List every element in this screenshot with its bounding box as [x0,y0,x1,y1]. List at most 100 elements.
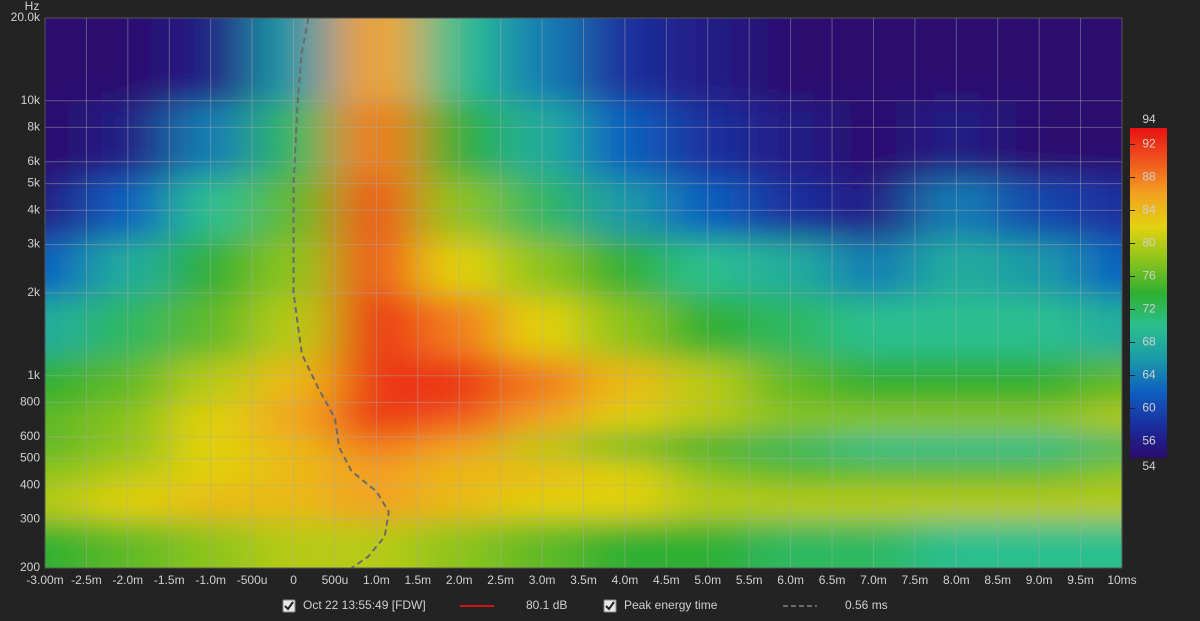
heatmap-cell [334,18,418,102]
heatmap-cell [997,357,1081,404]
heatmap-cell [169,521,253,568]
legend-label: Peak energy time [624,598,718,612]
colorbar [1130,128,1167,458]
colorbar-tick-label: 68 [1142,335,1156,349]
x-tick-label: -500u [237,573,268,587]
heatmap-cell [417,459,501,487]
legend-label: Oct 22 13:55:49 [FDW] [303,598,426,612]
heatmap-cell [583,486,667,522]
heatmap-cell [86,459,170,487]
heatmap-cell [252,521,335,568]
heatmap-cell [832,238,915,297]
colorbar-tick-label: 80 [1142,236,1156,250]
heatmap-cell [583,357,667,404]
colorbar-tick-label: 84 [1142,203,1156,217]
heatmap-cell [666,176,750,239]
legend-value: 0.56 ms [845,598,888,612]
heatmap-cell [86,176,170,239]
heatmap-cell [1080,238,1122,297]
heatmap-cell [832,18,915,102]
heatmap-cell [252,357,335,404]
heatmap-cell [334,486,418,522]
heatmap-cell [169,296,253,358]
heatmap-cell [86,521,170,568]
y-tick-label: 4k [27,202,41,216]
heatmap-cell [500,403,584,433]
heatmap-cell [1080,486,1122,522]
heatmap-cell [749,521,833,568]
y-tick-label: 20.0k [11,10,41,24]
heatmap-cell [832,101,915,177]
heatmap-cell [666,403,750,433]
heatmap-cell [417,521,501,568]
heatmap-cell [997,238,1081,297]
heatmap-cell [1080,357,1122,404]
heatmap-cell [500,238,584,297]
x-tick-label: -1.0m [195,573,226,587]
heatmap-cell [997,486,1081,522]
heatmap-cell [500,176,584,239]
x-tick-label: 4.5m [653,573,680,587]
heatmap-cell [1080,432,1122,460]
y-tick-label: 500 [20,451,40,465]
colorbar-tick-label: 76 [1142,269,1156,283]
colorbar-tick-label: 88 [1142,170,1156,184]
heatmap-cell [997,521,1081,568]
heatmap-cell [997,18,1081,102]
colorbar-tick-label: 54 [1142,459,1156,473]
x-tick-label: 0 [290,573,297,587]
heatmap-cell [45,238,87,297]
heatmap-cell [1080,18,1122,102]
y-tick-label: 8k [27,120,41,134]
heatmap-cell [832,296,915,358]
heatmap-cell [583,176,667,239]
colorbar-tick-label: 94 [1142,112,1156,126]
heatmap-cell [334,101,418,177]
colorbar-tick-label: 72 [1142,302,1156,316]
heatmap-cell [666,238,750,297]
y-tick-label: 1k [27,368,41,382]
heatmap-cell [583,296,667,358]
x-tick-label: 5.0m [694,573,721,587]
heatmap-cell [86,403,170,433]
heatmap-cell [583,459,667,487]
heatmap-cell [169,238,253,297]
heatmap-cell [749,101,833,177]
heatmap-cell [45,176,87,239]
peak-energy-curve [292,18,390,568]
heatmap-cell [334,238,418,297]
colorbar-tick-label: 64 [1142,368,1156,382]
heatmap-cell [45,521,87,568]
x-tick-label: 4.0m [612,573,639,587]
x-tick-label: 6.5m [819,573,846,587]
heatmap-cell [997,459,1081,487]
heatmap-cell [252,459,335,487]
heatmap-cell [914,521,998,568]
heatmap-cell [334,459,418,487]
heatmap-cell [666,296,750,358]
x-tick-label: 9.5m [1067,573,1094,587]
heatmap-cell [252,403,335,433]
heatmap-cell [334,357,418,404]
heatmap-cell [45,403,87,433]
heatmap-cell [1080,521,1122,568]
heatmap-cell [1080,296,1122,358]
y-tick-label: 2k [27,285,41,299]
heatmap-cell [749,357,833,404]
y-tick-label: 5k [27,176,41,190]
x-tick-label: 7.5m [902,573,929,587]
heatmap-cell [997,176,1081,239]
heatmap-cell [749,176,833,239]
heatmap-cell [583,238,667,297]
checkmark [284,601,294,611]
heatmap-cell [1080,176,1122,239]
y-tick-label: 10k [21,93,41,107]
x-tick-label: 3.0m [529,573,556,587]
heatmap-cell [45,18,87,102]
heatmap-cell [169,459,253,487]
heatmap-cell [252,296,335,358]
heatmap-cell [500,486,584,522]
colorbar-tick-label: 56 [1142,434,1156,448]
heatmap-cell [45,101,87,177]
heatmap-cell [252,432,335,460]
